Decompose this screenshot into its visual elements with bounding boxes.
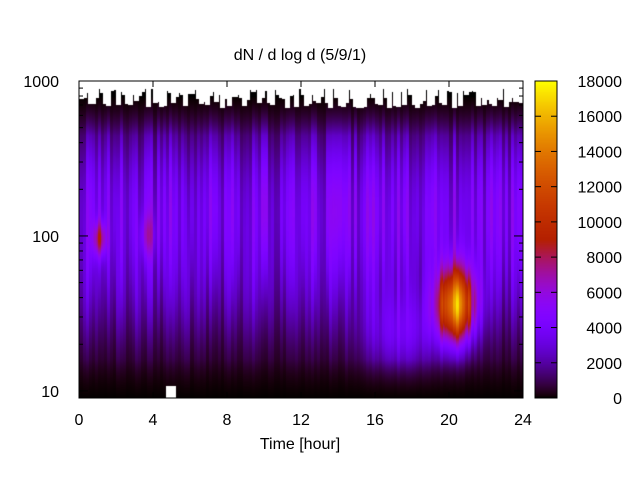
chart-title: dN / d log d (5/9/1) <box>234 47 367 64</box>
colorbar-tick-label: 10000 <box>578 215 623 232</box>
x-tick-label: 12 <box>292 412 310 429</box>
colorbar-tick-label: 4000 <box>586 321 622 338</box>
y-tick-label: 100 <box>32 229 59 246</box>
colorbar-tick-label: 8000 <box>586 250 622 267</box>
x-axis: 0 4 8 12 16 20 24 <box>75 81 532 429</box>
plot-area <box>78 80 524 399</box>
y-axis: 10 100 1000 <box>23 74 523 401</box>
colorbar-ticks: 0 2000 4000 6000 8000 10000 12000 14000 16000 180… <box>535 74 622 408</box>
x-tick-label: 0 <box>75 412 84 429</box>
colorbar-tick-label: 2000 <box>586 356 622 373</box>
colorbar-tick-label: 16000 <box>578 109 623 126</box>
colorbar-tick-label: 0 <box>613 391 622 408</box>
colorbar-gradient <box>535 81 557 398</box>
colorbar-canvas-holder <box>535 81 557 398</box>
x-axis-label: Time [hour] <box>260 436 340 453</box>
colorbar-border <box>534 80 558 399</box>
colorbar-tick-label: 14000 <box>578 144 623 161</box>
x-tick-label: 4 <box>149 412 158 429</box>
y-tick-label: 1000 <box>23 74 59 91</box>
x-tick-label: 16 <box>366 412 384 429</box>
x-tick-label: 24 <box>514 412 532 429</box>
heatmap-canvas-holder <box>79 81 523 398</box>
colorbar-tick-label: 18000 <box>578 74 623 91</box>
x-tick-label: 8 <box>223 412 232 429</box>
colorbar: 0 2000 4000 6000 8000 10000 12000 14000 16000 180… <box>534 74 622 408</box>
colorbar-tick-label: 6000 <box>586 285 622 302</box>
heatmap-image <box>79 81 523 398</box>
colorbar-tick-label: 12000 <box>578 180 623 197</box>
x-tick-label: 20 <box>440 412 458 429</box>
y-tick-label: 10 <box>41 384 59 401</box>
